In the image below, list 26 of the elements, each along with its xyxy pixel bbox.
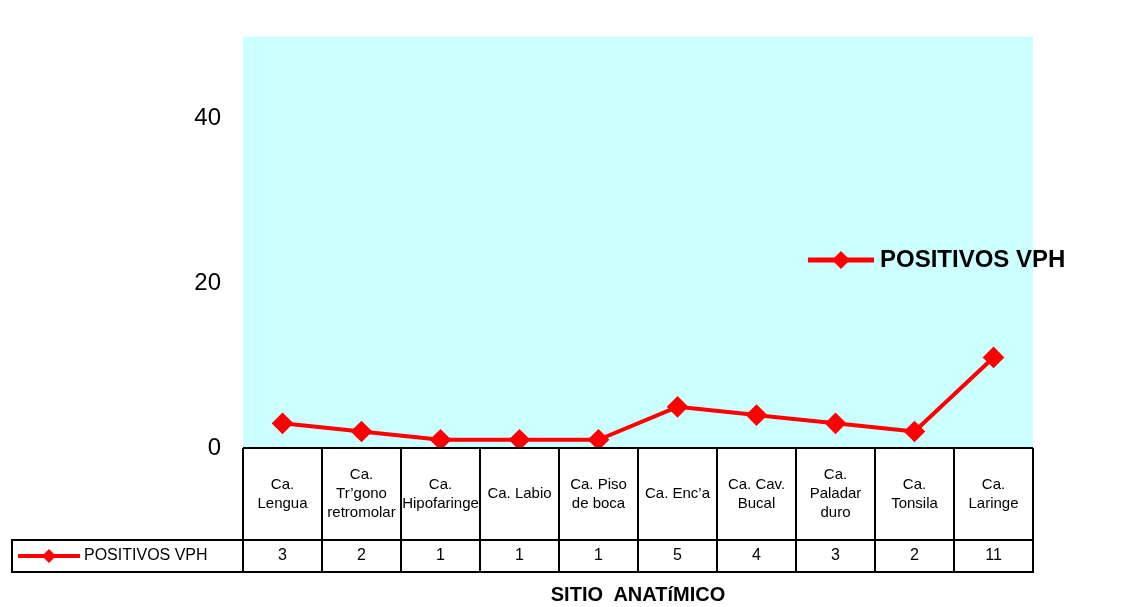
x-tick-label: Ca. Enc’a bbox=[644, 484, 711, 502]
y-tick-label: 40 bbox=[194, 103, 221, 131]
x-tick-label: Ca. Labio bbox=[487, 484, 552, 502]
data-label: 11 bbox=[985, 546, 1002, 564]
data-label: 3 bbox=[831, 546, 841, 564]
x-tick-label: Ca. Tonsila bbox=[891, 474, 939, 511]
y-tick-label: 0 bbox=[207, 432, 221, 460]
x-tick-label: Ca. Cav. Bucal bbox=[727, 474, 786, 511]
text: POSITIVOS VPH bbox=[84, 546, 208, 564]
x-axis-title: SITIO ANATíMICO bbox=[550, 582, 726, 605]
x-tick-label: Ca. Hipofaringe bbox=[402, 474, 479, 511]
x-tick-label: Ca. Tr’gono retromolar bbox=[327, 465, 396, 521]
x-tick-label: Ca. Paladar duro bbox=[809, 465, 862, 521]
data-label: 2 bbox=[357, 546, 367, 564]
legend-label: POSITIVOS VPH bbox=[880, 244, 1066, 272]
data-label: 4 bbox=[752, 546, 762, 564]
x-tick-label: Ca. Lengua bbox=[257, 474, 309, 511]
y-tick-label: 20 bbox=[194, 267, 221, 295]
x-tick-label: Ca. Laringe bbox=[968, 474, 1019, 511]
data-label: 2 bbox=[910, 546, 920, 564]
data-label: 1 bbox=[594, 546, 604, 564]
data-label: 3 bbox=[278, 546, 288, 564]
data-label: 1 bbox=[436, 546, 446, 564]
data-label: 1 bbox=[515, 546, 525, 564]
x-tick-label: Ca. Piso de boca bbox=[570, 474, 627, 511]
data-label: 5 bbox=[673, 546, 683, 564]
